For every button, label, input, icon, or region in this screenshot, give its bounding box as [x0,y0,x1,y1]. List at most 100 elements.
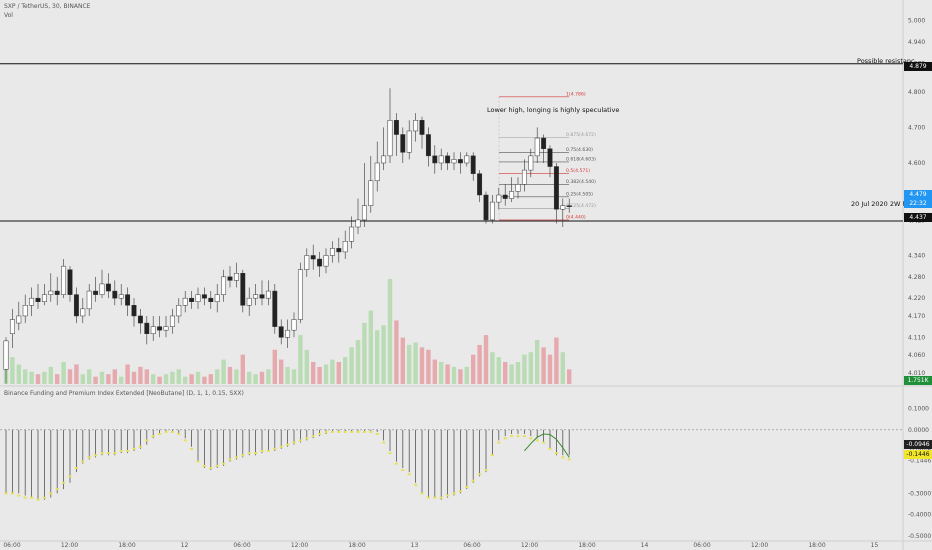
premium-dot [119,449,123,452]
premium-dot [17,494,21,497]
premium-dot [324,430,328,433]
premium-dot [388,452,392,455]
candle-body [182,297,188,306]
volume-bar [464,366,469,384]
candle-body [278,326,284,338]
candle-body [16,315,22,324]
volume-bar [208,374,213,384]
candle-body [304,255,310,270]
candle-body [496,194,502,203]
candle-body [413,120,419,132]
premium-dot [94,454,98,457]
price-tick-label: 4.700 [908,124,925,131]
funding-curve [524,433,570,458]
volume-bar [304,349,309,384]
candle-body [221,276,227,295]
fib-level-label: 0.125(4.472) [566,203,596,209]
candle-body [374,162,380,182]
candle-body [105,283,111,292]
volume-bar [387,278,393,384]
volume-tag: 1.751K [904,376,932,385]
price-tick-label: 4.010 [908,370,925,377]
candle-body [547,148,553,167]
candle-body [61,265,67,295]
premium-dot [202,464,206,467]
funding-indicator-title[interactable]: Binance Funding and Premium Index Extend… [4,390,244,397]
resistance-label: Possible resistanc [857,57,915,65]
premium-dot [170,430,174,433]
volume-bar [29,371,34,384]
premium-dot [234,456,238,459]
candle-body [560,205,566,210]
premium-dot [100,452,104,455]
candle-body [477,173,483,196]
volume-bar [490,352,495,384]
candle-body [387,120,393,157]
premium-dot [311,435,315,438]
candle-body [137,315,143,324]
volume-indicator-label[interactable]: Vol [4,12,13,19]
premium-dot [81,460,85,463]
candle-body [163,326,169,331]
symbol-header[interactable]: SXP / TetherUS, 30, BINANCE [4,3,91,10]
time-tick-label: 18:00 [578,542,595,549]
candle-body [425,134,431,157]
volume-bar [343,357,348,384]
candle-body [29,297,35,306]
volume-bar [439,362,444,384]
premium-dot [490,454,494,457]
volume-bar [323,364,329,384]
time-tick-label: 15 [871,542,879,549]
volume-bar [67,369,73,384]
premium-dot [561,456,565,459]
time-tick-label: 06:00 [693,542,710,549]
volume-bar [458,369,463,384]
volume-bar [80,374,85,384]
candle-body [150,326,156,334]
volume-bar [144,369,149,384]
candle-body [22,305,28,317]
candle-body [310,255,316,260]
premium-dot [113,452,117,455]
candle-body [336,248,342,253]
volume-bar [87,369,92,384]
candle-body [227,276,233,281]
volume-bar [279,359,284,384]
volume-bar [285,366,290,384]
candle-body [272,290,278,327]
candle-body [157,326,163,331]
volume-bar [509,364,514,384]
candle-body [35,297,41,302]
candle-body [509,191,515,199]
volume-bar [375,330,380,384]
candle-body [528,155,534,171]
volume-bar [368,310,373,384]
time-tick-label: 12:00 [521,542,538,549]
candle-body [419,120,425,135]
volume-bar [151,374,156,384]
volume-bar [330,359,335,384]
premium-dot [4,492,8,495]
candle-body [368,180,374,206]
candle-body [67,269,73,295]
candle-body [3,340,9,370]
volume-bar [10,357,15,384]
support-price-tag: 4.437 [904,213,932,222]
candle-body [201,294,207,299]
premium-dot [55,488,59,491]
volume-bar [432,359,437,384]
volume-bar [259,371,265,384]
funding-tick-label: -0.1446 [908,457,931,464]
volume-bar [221,359,226,384]
price-tick-label: 4.340 [908,252,925,259]
time-tick-label: 12:00 [751,542,768,549]
candle-body [73,294,79,317]
premium-dot [145,439,149,442]
candle-body [438,155,444,164]
premium-dot [292,441,296,444]
volume-bar [23,369,28,384]
volume-bar [317,366,322,384]
premium-dot [433,496,437,499]
candle-body [457,159,463,164]
